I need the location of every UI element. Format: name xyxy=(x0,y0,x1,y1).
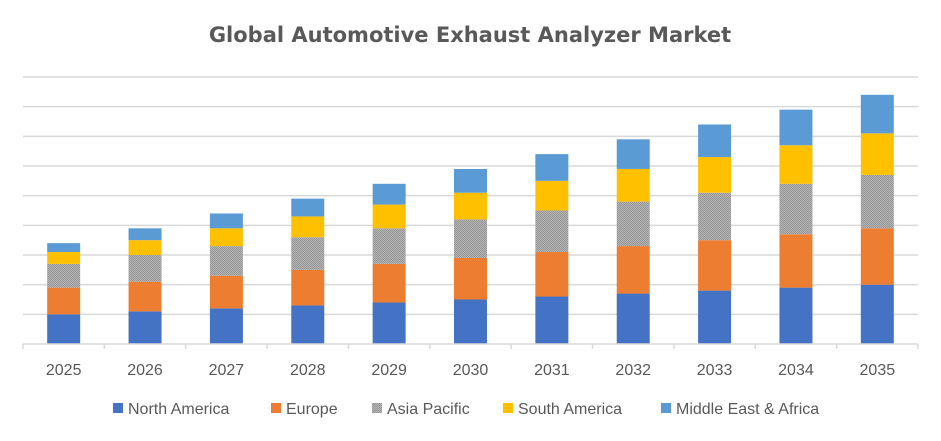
bar-segment-south-america xyxy=(535,180,569,211)
bar-segment-north-america xyxy=(291,305,325,344)
bar-segment-north-america xyxy=(209,308,243,344)
bar-segment-asia-pacific xyxy=(860,174,894,229)
x-tick-label: 2033 xyxy=(697,362,733,379)
bar-segment-europe xyxy=(779,234,813,288)
x-axis: 2025 2026 2027 2028 2029 2030 2031 2032 2033 2034… xyxy=(22,343,919,379)
bar-segment-south-america xyxy=(372,204,406,229)
bar-segment-north-america xyxy=(454,299,487,344)
bar-segment-europe xyxy=(128,281,162,312)
bar-segment-asia-pacific xyxy=(291,237,325,270)
x-tick-label: 2035 xyxy=(860,362,896,379)
chart-title: Global Automotive Exhaust Analyzer Marke… xyxy=(209,23,731,47)
bar-segment-europe xyxy=(535,252,569,297)
legend-label: Europe xyxy=(286,401,338,418)
legend-label: South America xyxy=(518,401,622,418)
bar-segment-asia-pacific xyxy=(698,192,732,241)
bar-segment-south-america xyxy=(291,216,325,238)
bar-segment-north-america xyxy=(616,293,650,344)
bar-segment-asia-pacific xyxy=(47,263,81,288)
bar-segment-middle-east-africa xyxy=(779,109,813,146)
bar-segment-middle-east-africa xyxy=(209,213,243,229)
bar-stack-2030 xyxy=(454,168,487,344)
bar-segment-north-america xyxy=(47,314,81,344)
bar-segment-europe xyxy=(616,246,650,294)
bar-segment-south-america xyxy=(616,168,650,202)
bar-segment-asia-pacific xyxy=(209,246,243,276)
x-tick-label: 2026 xyxy=(127,362,163,379)
bar-segment-europe xyxy=(454,257,487,300)
legend-item-south-america: South America xyxy=(503,401,622,418)
bar-segment-middle-east-africa xyxy=(535,154,569,181)
legend-item-north-america: North America xyxy=(113,401,229,418)
x-tick-label: 2031 xyxy=(534,362,570,379)
bar-segment-middle-east-africa xyxy=(128,228,162,241)
legend-label: North America xyxy=(128,401,229,418)
bar-stack-2033 xyxy=(698,124,732,344)
bar-segment-south-america xyxy=(860,133,894,175)
x-tick-label: 2034 xyxy=(778,362,814,379)
bar-segment-south-america xyxy=(454,192,487,220)
bar-segment-europe xyxy=(47,287,81,315)
legend-item-asia-pacific: Asia Pacific xyxy=(372,401,470,418)
legend: North America Europe Asia Pacific South Ame… xyxy=(113,401,819,418)
bar-segment-middle-east-africa xyxy=(454,168,487,193)
bar-segment-europe xyxy=(860,228,894,285)
bar-segment-middle-east-africa xyxy=(698,124,732,158)
x-tick-label: 2032 xyxy=(615,362,651,379)
legend-label: Asia Pacific xyxy=(387,401,470,418)
legend-swatch xyxy=(113,403,123,413)
x-tick-label: 2030 xyxy=(453,362,489,379)
bar-segment-europe xyxy=(372,263,406,303)
bar-segment-asia-pacific xyxy=(616,201,650,247)
bar-segment-middle-east-africa xyxy=(616,139,650,169)
bar-segment-europe xyxy=(209,275,243,309)
bar-segment-north-america xyxy=(128,311,162,344)
legend-item-europe: Europe xyxy=(271,401,338,418)
bar-segment-europe xyxy=(291,269,325,306)
bar-segment-south-america xyxy=(698,157,732,193)
bar-stack-2028 xyxy=(291,198,325,344)
bar-segment-middle-east-africa xyxy=(291,198,325,217)
bar-stack-2025 xyxy=(47,243,81,344)
x-tick-label: 2027 xyxy=(209,362,245,379)
bar-stack-2027 xyxy=(209,213,243,344)
legend-label: Middle East & Africa xyxy=(676,401,819,418)
bar-segment-north-america xyxy=(535,296,569,344)
bar-segment-asia-pacific xyxy=(779,183,813,235)
bar-segment-north-america xyxy=(698,290,732,344)
bar-segment-asia-pacific xyxy=(535,210,569,253)
legend-swatch xyxy=(503,403,513,413)
bar-stack-2026 xyxy=(128,228,162,344)
legend-swatch xyxy=(372,403,382,413)
bar-stack-2035 xyxy=(860,94,894,344)
bar-segment-middle-east-africa xyxy=(47,243,81,253)
bar-segment-north-america xyxy=(372,302,406,344)
legend-item-middle-east-africa: Middle East & Africa xyxy=(661,401,819,418)
bar-segment-south-america xyxy=(779,145,813,184)
bar-stack-2034 xyxy=(779,109,813,344)
bar-segment-asia-pacific xyxy=(128,255,162,282)
bar-segment-middle-east-africa xyxy=(860,94,894,134)
bar-segment-south-america xyxy=(47,252,81,264)
bar-segment-south-america xyxy=(209,228,243,247)
bar-segment-middle-east-africa xyxy=(372,183,406,205)
bar-segment-north-america xyxy=(779,287,813,344)
x-tick-label: 2029 xyxy=(371,362,407,379)
x-tick-label: 2025 xyxy=(46,362,82,379)
bar-segment-south-america xyxy=(128,240,162,255)
bar-segment-asia-pacific xyxy=(454,219,487,258)
x-tick-label: 2028 xyxy=(290,362,326,379)
bar-segment-asia-pacific xyxy=(372,228,406,264)
legend-swatch xyxy=(271,403,281,413)
bar-stack-2031 xyxy=(535,154,569,344)
legend-swatch xyxy=(661,403,671,413)
bar-stack-2029 xyxy=(372,183,406,344)
bars xyxy=(47,94,894,344)
bar-segment-north-america xyxy=(860,284,894,344)
bar-stack-2032 xyxy=(616,139,650,344)
bar-segment-europe xyxy=(698,240,732,291)
